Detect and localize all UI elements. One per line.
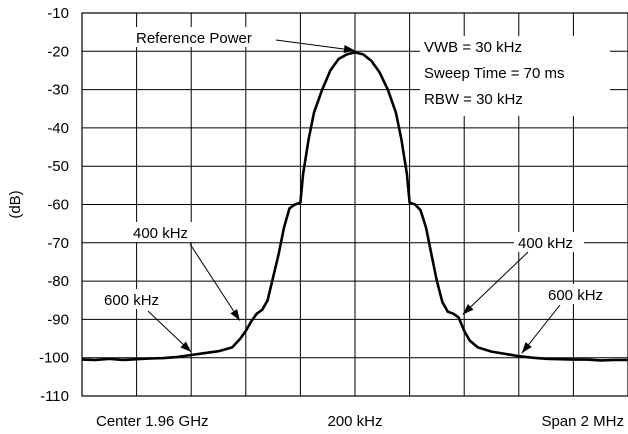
reference-power-label: Reference Power [136,30,252,47]
y-tick-label: -80 [47,273,69,290]
right-600-khz-arrowhead [521,342,532,354]
y-tick-label: -60 [47,197,69,214]
y-tick-label: -40 [47,120,69,137]
y-tick-label: -110 [40,388,69,405]
left-400-khz-label: 400 kHz [133,225,188,242]
settings-vwb: VWB = 30 kHz [424,39,522,56]
reference-power-arrowhead [343,45,355,53]
y-tick-label: -70 [47,235,69,252]
settings-label-background [420,36,610,116]
left-400-khz-arrowhead [230,309,240,321]
x-label-offset: 200 kHz [327,413,382,430]
y-axis-label: (dB) [7,190,24,218]
left-600-label-background [100,289,174,309]
grid-lines [82,13,628,396]
right-600-label-background [545,284,617,304]
right-400-khz-arrow [462,251,529,315]
y-tick-labels: -10 -20 -30 -40 -50 -60 -70 -80 -90 -100 -110 [39,5,69,405]
settings-sweep-time: Sweep Time = 70 ms [424,65,564,82]
y-tick-label: -50 [47,158,69,175]
left-400-khz-arrow [189,243,241,321]
y-tick-label: -10 [47,5,69,22]
y-tick-label: -30 [47,82,69,99]
reference-power-label-background [133,27,273,47]
left-600-khz-label: 600 kHz [104,292,159,309]
right-400-label-background [514,232,584,252]
plot-frame [81,12,628,397]
x-label-center-frequency: Center 1.96 GHz [96,413,209,430]
right-600-khz-label: 600 kHz [548,287,603,304]
right-400-khz-arrowhead [462,303,474,315]
y-tick-label: -20 [47,43,69,60]
y-tick-label: -100 [39,350,69,367]
spectrum-trace-group [81,51,628,362]
left-600-khz-arrowhead [180,341,192,353]
settings-rbw: RBW = 30 kHz [424,91,523,108]
right-400-khz-label: 400 kHz [518,235,573,252]
left-400-label-background [128,222,212,242]
spectrum-trace [81,51,628,362]
x-label-span: Span 2 MHz [541,413,624,430]
reference-power-arrow [275,39,356,51]
annotations: Reference Power VWB = 30 kHz Sweep Time … [100,27,617,354]
y-tick-label: -90 [47,311,69,328]
